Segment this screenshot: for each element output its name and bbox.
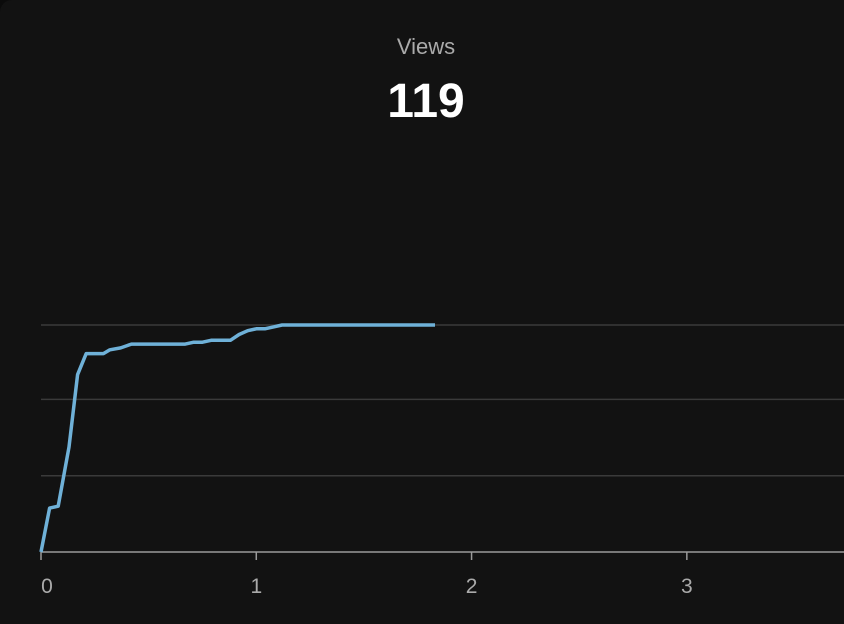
metric-label: Views [396,34,456,59]
series-line-0 [39,323,435,553]
x-tick-label-3: 3 [681,575,693,598]
metric-value: 119 [387,75,465,128]
x-tick-label-2: 2 [466,575,478,598]
x-tick-label-0: 0 [41,575,53,598]
x-tick-label-1: 1 [250,575,262,598]
